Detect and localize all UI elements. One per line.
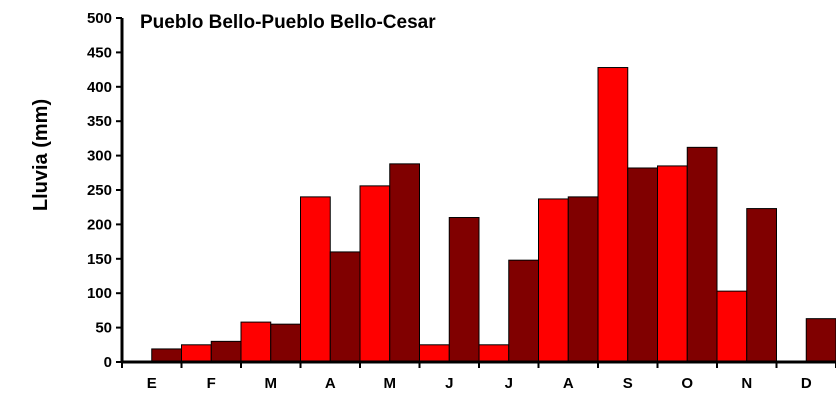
bar-series-1-4 (301, 197, 331, 362)
x-tick-label: S (623, 375, 633, 392)
bar-series-2-5 (390, 164, 420, 362)
bar-series-2-3 (271, 324, 301, 362)
bar-series-1-8 (539, 199, 569, 362)
y-axis-label: Lluvia (mm) (30, 99, 52, 211)
bar-series-1-7 (479, 345, 509, 362)
y-tick-label: 50 (95, 320, 112, 337)
bar-series-2-9 (628, 168, 658, 362)
x-tick-label: O (681, 375, 693, 392)
y-tick-label: 500 (87, 10, 112, 27)
bar-series-2-4 (330, 252, 360, 362)
bars-group (152, 68, 836, 362)
bar-series-2-2 (211, 341, 241, 362)
y-axis-ticks: 0 50 100 150 200 250 300 350 400 450 500 (87, 10, 122, 371)
bar-series-2-8 (568, 197, 598, 362)
x-tick-label: M (265, 375, 278, 392)
x-tick-label: J (505, 375, 513, 392)
x-tick-label: M (384, 375, 397, 392)
y-tick-label: 300 (87, 148, 112, 165)
y-tick-label: 150 (87, 251, 112, 268)
x-tick-label: D (801, 375, 812, 392)
bar-series-2-1 (152, 349, 182, 362)
chart-title: Pueblo Bello-Pueblo Bello-Cesar (140, 12, 436, 33)
bar-series-2-6 (449, 218, 479, 362)
y-tick-label: 450 (87, 44, 112, 61)
bar-series-1-9 (598, 68, 628, 362)
bar-series-2-12 (806, 319, 836, 362)
bar-series-1-11 (717, 291, 747, 362)
y-tick-label: 100 (87, 285, 112, 302)
x-tick-label: N (741, 375, 752, 392)
x-tick-label: A (563, 375, 574, 392)
bar-series-1-6 (420, 345, 450, 362)
bar-series-2-7 (509, 260, 539, 362)
y-tick-label: 0 (104, 354, 112, 371)
x-tick-label: F (207, 375, 216, 392)
y-tick-label: 400 (87, 79, 112, 96)
x-tick-label: E (147, 375, 157, 392)
bar-series-2-11 (747, 209, 777, 362)
bar-series-1-10 (658, 166, 688, 362)
y-tick-label: 200 (87, 216, 112, 233)
bar-series-1-5 (360, 186, 390, 362)
x-tick-label: J (445, 375, 453, 392)
bar-series-2-10 (687, 147, 717, 362)
y-tick-label: 350 (87, 113, 112, 130)
y-tick-label: 250 (87, 182, 112, 199)
x-tick-label: A (325, 375, 336, 392)
bar-series-1-2 (182, 345, 212, 362)
bar-series-1-3 (241, 322, 271, 362)
